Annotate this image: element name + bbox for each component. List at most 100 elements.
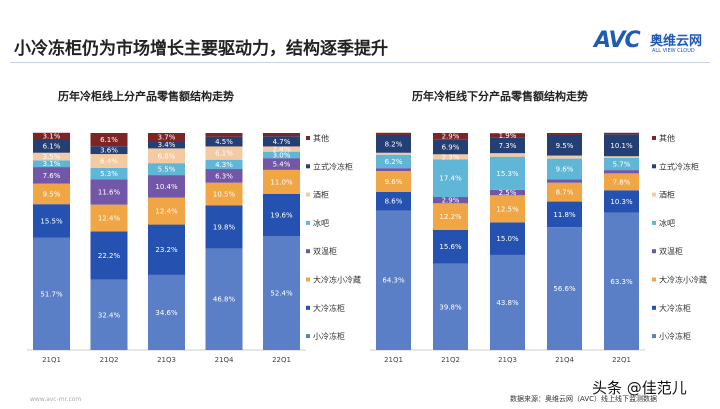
bar-segment — [263, 136, 300, 147]
bar-segment — [433, 133, 468, 140]
legend-label: 酒柜 — [659, 190, 675, 200]
bar-segment — [205, 159, 243, 170]
bar-segment — [148, 141, 185, 149]
data-label: 2.5% — [499, 189, 517, 197]
bar-segment — [90, 154, 128, 168]
data-label: 56.6% — [553, 285, 576, 293]
bar-segment — [490, 156, 525, 190]
bar-segment — [90, 204, 128, 232]
data-label: 2.9% — [442, 133, 460, 141]
bar-segment — [604, 157, 639, 171]
bar-segment — [433, 139, 468, 155]
bar-segment — [604, 132, 639, 135]
legend-swatch — [652, 277, 656, 282]
data-label: 2.4% — [273, 146, 291, 154]
legend-label: 小冷冻柜 — [659, 331, 691, 341]
data-label: 23.2% — [155, 246, 178, 254]
data-label: 9.6% — [385, 178, 403, 186]
bar-segment — [33, 139, 70, 153]
bar-segment — [433, 203, 468, 230]
data-label: 7.6% — [43, 172, 61, 180]
online-chart-title: 历年冷柜线上分产品零售额结构走势 — [58, 90, 234, 103]
bar-segment — [205, 133, 243, 137]
bar-segment — [490, 222, 525, 255]
offline-chart-title: 历年冷柜线下分产品零售额结构走势 — [412, 90, 588, 103]
legend-label: 其他 — [313, 133, 329, 143]
legend-swatch — [652, 249, 656, 254]
legend-label: 小冷冻柜 — [313, 331, 345, 341]
bar-segment — [433, 159, 468, 198]
data-label: 10.4% — [155, 183, 178, 191]
bar-segment — [90, 231, 128, 280]
bar-segment — [376, 134, 411, 153]
bar-segment — [205, 248, 243, 350]
bar-segment — [490, 133, 525, 138]
data-label: 12.2% — [439, 213, 462, 221]
legend-swatch — [306, 220, 310, 225]
x-tick-label: 21Q1 — [42, 356, 61, 364]
data-label: 6.1% — [215, 150, 233, 158]
legend-swatch — [652, 305, 656, 310]
data-label: 15.5% — [40, 217, 63, 225]
legend-label: 酒柜 — [313, 190, 329, 200]
bar-segment — [547, 133, 582, 135]
bar-segment — [205, 169, 243, 183]
data-label: 46.8% — [213, 296, 236, 304]
data-label: 9.6% — [556, 166, 574, 174]
legend-label: 立式冷冻柜 — [313, 161, 353, 171]
bar-segment — [604, 156, 639, 158]
bar-segment — [33, 160, 70, 168]
bar-segment — [205, 146, 243, 160]
source-note: 数据来源：奥维云网（AVC）线上线下监测数据 — [510, 395, 658, 403]
bar-segment — [433, 229, 468, 264]
data-label: 3.4% — [158, 141, 176, 149]
logo-en: ALL VIEW CLOUD — [652, 48, 695, 54]
logo-mark: AVC — [594, 28, 641, 53]
bar-segment — [376, 168, 411, 171]
x-tick-label: 21Q3 — [157, 356, 176, 364]
bar-segment — [263, 146, 300, 152]
legend-label: 其他 — [659, 133, 675, 143]
data-label: 6.4% — [100, 157, 118, 165]
data-label: 5.7% — [613, 160, 631, 168]
bar-segment — [604, 134, 639, 157]
x-tick-label: 21Q1 — [384, 356, 403, 364]
data-label: 15.6% — [439, 243, 462, 251]
x-tick-label: 22Q1 — [612, 356, 631, 364]
data-label: 12.5% — [496, 205, 519, 213]
data-label: 6.1% — [43, 143, 61, 151]
bar-segment — [90, 146, 128, 155]
x-tick-label: 21Q2 — [441, 356, 460, 364]
bar-segment — [604, 170, 639, 174]
bar-segment — [263, 169, 300, 194]
data-label: 51.7% — [40, 290, 63, 298]
data-label: 10.5% — [213, 191, 236, 199]
legend-swatch — [652, 334, 656, 339]
bar-segment — [604, 212, 639, 350]
legend-swatch — [306, 305, 310, 310]
bar-segment — [148, 274, 185, 350]
data-label: 3.0% — [273, 151, 291, 159]
legend-swatch — [652, 136, 656, 140]
bar-segment — [376, 191, 411, 211]
bar-segment — [490, 195, 525, 223]
bar-segment — [90, 279, 128, 350]
data-label: 9.5% — [556, 142, 574, 150]
bar-segment — [33, 204, 70, 238]
data-label: 4.3% — [215, 161, 233, 169]
bar-segment — [148, 197, 185, 225]
bar-segment — [148, 175, 185, 198]
data-label: 10.1% — [610, 142, 633, 150]
x-tick-label: 22Q1 — [272, 356, 291, 364]
page-title: 小冷冻柜仍为市场增长主要驱动力，结构逐季提升 — [14, 39, 388, 59]
bar-segment — [376, 210, 411, 350]
data-label: 4.5% — [215, 138, 233, 146]
bar-segment — [90, 133, 128, 147]
bar-segment — [33, 237, 70, 350]
watermark-text: 头条 @佳范儿 — [592, 379, 687, 397]
data-label: 8.2% — [385, 140, 403, 148]
legend-swatch — [652, 192, 656, 197]
bar-segment — [263, 193, 300, 237]
x-tick-label: 21Q4 — [555, 356, 574, 364]
data-label: 2.3% — [442, 153, 460, 161]
